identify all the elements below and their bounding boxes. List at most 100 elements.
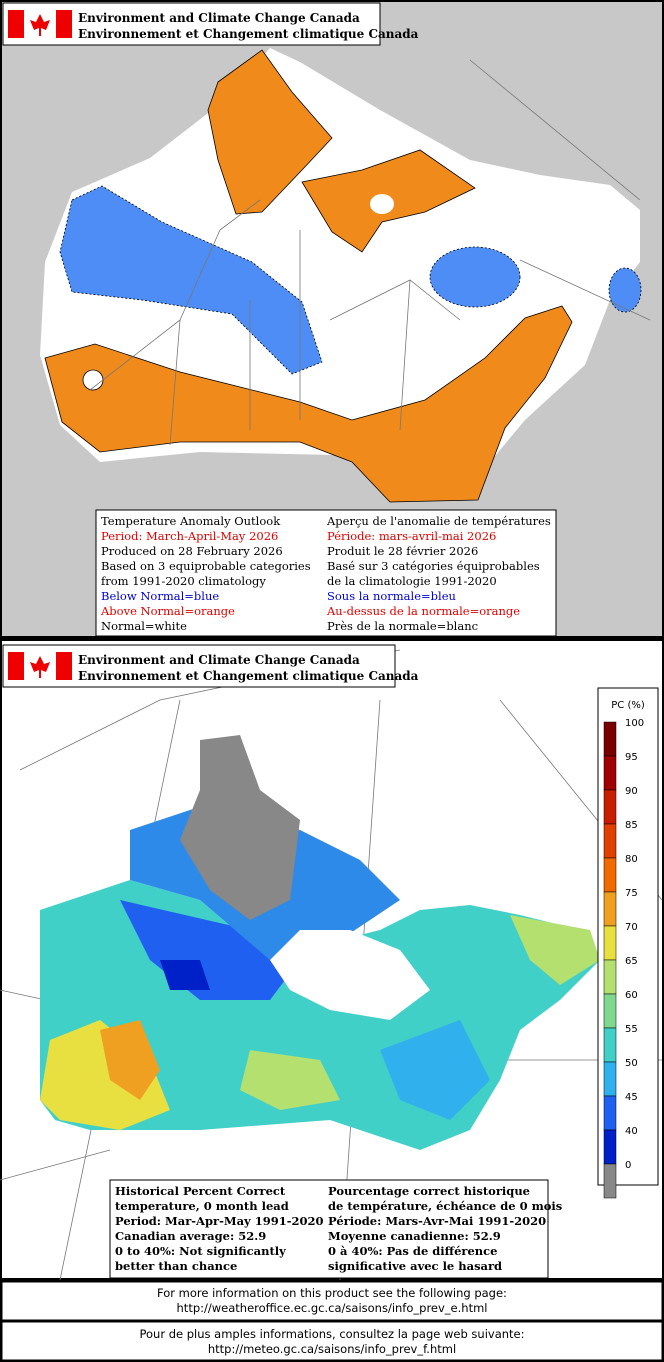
- header-line: Environnement et Changement climatique C…: [78, 669, 419, 683]
- legend-line: Temperature Anomaly Outlook: [101, 514, 281, 528]
- above-normal: [44, 305, 573, 503]
- skill-mid-high: [510, 915, 600, 985]
- above-normal: [207, 49, 333, 215]
- not-significant: [180, 735, 300, 920]
- footer-link[interactable]: http://weatheroffice.ec.gc.ca/saisons/in…: [177, 1301, 488, 1315]
- scale-label: 85: [625, 820, 638, 831]
- scale-title: PC (%): [611, 700, 645, 711]
- scale-swatch: [603, 721, 617, 757]
- legend-line: Période: Mars-Avr-Mai 1991-2020: [328, 1214, 546, 1228]
- legend-line: Au-dessus de la normale=orange: [326, 604, 520, 618]
- scale-label: 95: [625, 752, 638, 763]
- scale-swatch: [603, 925, 617, 961]
- flag-band: [8, 652, 24, 680]
- scale-swatch: [603, 1163, 617, 1199]
- header-line: Environment and Climate Change Canada: [78, 11, 360, 25]
- top-header: Environment and Climate Change Canada En…: [2, 2, 419, 46]
- scale-swatch: [603, 1129, 617, 1165]
- border: [89, 59, 651, 446]
- legend-line: Canadian average: 52.9: [115, 1229, 266, 1243]
- legend-line: Produced on 28 February 2026: [101, 544, 283, 558]
- skill-lower: [160, 960, 210, 990]
- scale-swatch: [603, 755, 617, 791]
- below-normal: [59, 185, 323, 375]
- legend-line: Basé sur 3 catégories équiprobables: [327, 559, 540, 573]
- scale-label: 90: [625, 786, 638, 797]
- scale-swatch: [603, 1095, 617, 1131]
- header-line: Environnement et Changement climatique C…: [78, 27, 419, 41]
- flag-band: [56, 652, 72, 680]
- legend-line: de la climatologie 1991-2020: [327, 574, 497, 588]
- legend-box: [95, 509, 557, 637]
- scale-label: 65: [625, 956, 638, 967]
- legend-line: temperature, 0 month lead: [115, 1199, 289, 1213]
- scale-swatch: [603, 959, 617, 995]
- scale-label: 0: [625, 1160, 631, 1171]
- hudson-bay: [270, 930, 430, 1020]
- legend-line: Based on 3 equiprobable categories: [101, 559, 311, 573]
- flag-band: [56, 10, 72, 38]
- legend-box: [109, 1179, 549, 1279]
- legend-line: Above Normal=orange: [100, 604, 235, 618]
- legend-line: Normal=white: [101, 619, 187, 633]
- color-scale: 100 95 90 85 80 75 70 65 60 55 50 45 40 0: [603, 718, 644, 1199]
- skill-high: [40, 1020, 170, 1130]
- hole: [82, 369, 104, 391]
- scale-swatch: [603, 891, 617, 927]
- separator: [0, 636, 664, 641]
- skill-mid: [380, 1020, 490, 1120]
- scale-label: 55: [625, 1024, 638, 1035]
- bottom-header: Environment and Climate Change Canada En…: [2, 644, 419, 688]
- legend-line: Period: Mar-Apr-May 1991-2020: [115, 1214, 324, 1228]
- legend-line: Period: March-April-May 2026: [101, 529, 278, 543]
- hole: [370, 194, 394, 214]
- scale-swatch: [603, 1061, 617, 1097]
- legend-line: Sous la normale=bleu: [327, 589, 456, 603]
- legend-line: Pourcentage correct historique: [328, 1184, 530, 1198]
- scale-label: 100: [625, 718, 644, 729]
- scale-label: 45: [625, 1092, 638, 1103]
- scale-label: 60: [625, 990, 638, 1001]
- legend-line: de température, échéance de 0 mois: [328, 1199, 562, 1213]
- scale-swatch: [603, 993, 617, 1029]
- legend-line: Aperçu de l'anomalie de températures: [326, 514, 551, 528]
- below-normal: [608, 267, 642, 313]
- legend-line: Produit le 28 février 2026: [327, 544, 478, 558]
- scale-label: 75: [625, 888, 638, 899]
- scale-swatch: [603, 1027, 617, 1063]
- legend-line: Moyenne canadienne: 52.9: [328, 1229, 501, 1243]
- scale-swatch: [603, 823, 617, 859]
- legend-line: Historical Percent Correct: [115, 1184, 286, 1198]
- footer-line: Pour de plus amples informations, consul…: [139, 1327, 524, 1341]
- legend-line: better than chance: [115, 1259, 237, 1273]
- scale-swatch: [603, 857, 617, 893]
- maple-leaf: [30, 656, 50, 678]
- legend-line: 0 à 40%: Pas de différence: [328, 1244, 498, 1258]
- scale-label: 50: [625, 1058, 638, 1069]
- legend-line: Below Normal=blue: [101, 589, 219, 603]
- below-normal: [429, 246, 521, 308]
- legend-line: from 1991-2020 climatology: [101, 574, 266, 588]
- legend-line: Près de la normale=blanc: [327, 619, 478, 633]
- scale-swatch: [603, 789, 617, 825]
- skill-mid-high: [240, 1050, 340, 1110]
- legend-line: 0 to 40%: Not significantly: [115, 1244, 286, 1258]
- scale-label: 80: [625, 854, 638, 865]
- scale-label: 70: [625, 922, 638, 933]
- header-line: Environment and Climate Change Canada: [78, 653, 360, 667]
- legend-line: Période: mars-avril-mai 2026: [327, 529, 496, 543]
- legend-line: significative avec le hasard: [328, 1259, 502, 1273]
- footer-link[interactable]: http://meteo.gc.ca/saisons/info_prev_f.h…: [208, 1342, 456, 1356]
- flag-band: [8, 10, 24, 38]
- footer-box: [1, 1281, 663, 1321]
- footer-line: For more information on this product see…: [157, 1286, 507, 1300]
- skill-higher: [100, 1020, 160, 1100]
- bottom-map: [0, 641, 663, 1281]
- skill-low: [120, 900, 300, 1000]
- scale-label: 40: [625, 1126, 638, 1137]
- maple-leaf: [30, 14, 50, 36]
- footer-box: [1, 1321, 663, 1361]
